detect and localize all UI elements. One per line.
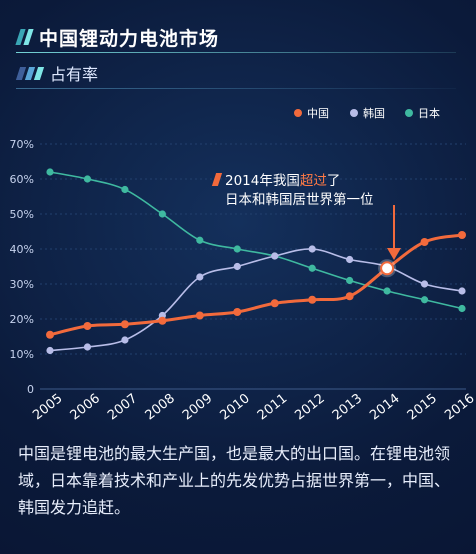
- highlight-point: [380, 261, 395, 276]
- callout-arrow-head: [387, 248, 401, 260]
- data-point: [271, 252, 279, 260]
- x-tick-label: 2015: [405, 391, 440, 423]
- data-point: [195, 311, 204, 320]
- y-tick-label: 60%: [10, 173, 34, 186]
- x-tick-label: 2014: [367, 391, 402, 423]
- data-point: [120, 320, 129, 329]
- data-point: [345, 292, 354, 301]
- data-point: [121, 185, 129, 194]
- x-tick-label: 2007: [105, 391, 140, 423]
- y-tick-label: 40%: [10, 243, 34, 256]
- x-tick-label: 2006: [68, 391, 103, 423]
- x-tick-label: 2011: [255, 391, 290, 423]
- data-point: [420, 280, 429, 288]
- title-row: 中国锂动力电池市场: [15, 24, 220, 50]
- legend-label: 韩国: [363, 106, 385, 120]
- data-point: [270, 299, 279, 308]
- y-tick-label: 20%: [10, 313, 34, 326]
- data-point: [46, 346, 54, 355]
- x-tick-label: 2008: [143, 391, 178, 423]
- callout-marker-icon: [211, 173, 223, 186]
- y-tick-label: 0: [27, 383, 34, 396]
- x-tick-label: 2012: [292, 391, 327, 423]
- data-point: [346, 276, 354, 285]
- data-point: [196, 236, 204, 244]
- y-tick-label: 50%: [10, 208, 34, 221]
- data-point: [233, 262, 241, 271]
- subtitle-row: 占有率: [15, 62, 99, 84]
- x-tick-label: 2005: [30, 391, 65, 423]
- data-point: [121, 336, 129, 344]
- y-tick-label: 70%: [10, 138, 34, 151]
- callout-highlight: 超过: [299, 173, 327, 189]
- legend-marker: [350, 109, 358, 117]
- series-line: [49, 248, 463, 352]
- data-point: [458, 304, 466, 313]
- data-point: [158, 316, 167, 325]
- x-tick-label: 2016: [442, 391, 476, 423]
- data-point: [83, 175, 92, 183]
- data-point: [420, 296, 429, 304]
- data-point: [233, 308, 242, 316]
- page-title: 中国锂动力电池市场: [39, 27, 220, 50]
- series-line: [49, 233, 463, 337]
- description-text: 中国是锂电池的最大生产国，也是最大的出口国。在锂电池领域，日本靠着技术和产业上的…: [18, 444, 451, 517]
- data-point: [346, 255, 354, 264]
- legend-label: 中国: [307, 107, 329, 120]
- header: 中国锂动力电池市场 占有率: [0, 0, 476, 90]
- y-tick-label: 10%: [10, 348, 34, 361]
- data-point: [46, 168, 54, 176]
- data-point: [83, 343, 92, 351]
- subtitle-divider: [16, 88, 456, 89]
- data-point: [83, 322, 92, 330]
- y-tick-label: 30%: [10, 278, 34, 291]
- data-point: [233, 245, 241, 253]
- callout-text-part2: 了: [326, 173, 341, 189]
- callout-line2: 日本和韩国居世界第一位: [225, 192, 374, 208]
- data-point: [196, 273, 204, 281]
- legend-marker: [294, 109, 302, 117]
- data-point: [308, 264, 316, 272]
- data-point: [308, 245, 316, 253]
- data-point: [46, 330, 54, 339]
- callout-annotation: 2014年我国超过了 日本和韩国居世界第一位: [211, 172, 424, 210]
- data-point: [458, 231, 466, 239]
- data-point: [420, 238, 429, 246]
- subtitle: 占有率: [50, 65, 99, 84]
- callout-text-part1: 2014年我国: [225, 173, 300, 189]
- title-divider: [16, 52, 456, 53]
- data-point: [158, 210, 166, 218]
- x-tick-label: 2010: [217, 391, 252, 423]
- legend-marker: [405, 109, 413, 117]
- data-point: [458, 287, 466, 295]
- x-tick-label: 2009: [180, 391, 215, 423]
- x-tick-label: 2013: [330, 391, 365, 423]
- data-point: [383, 287, 391, 295]
- legend-label: 日本: [418, 106, 440, 120]
- line-chart: 010%20%30%40%50%60%70%2005 2006 2007 2008 20…: [10, 106, 476, 423]
- data-point: [308, 295, 317, 304]
